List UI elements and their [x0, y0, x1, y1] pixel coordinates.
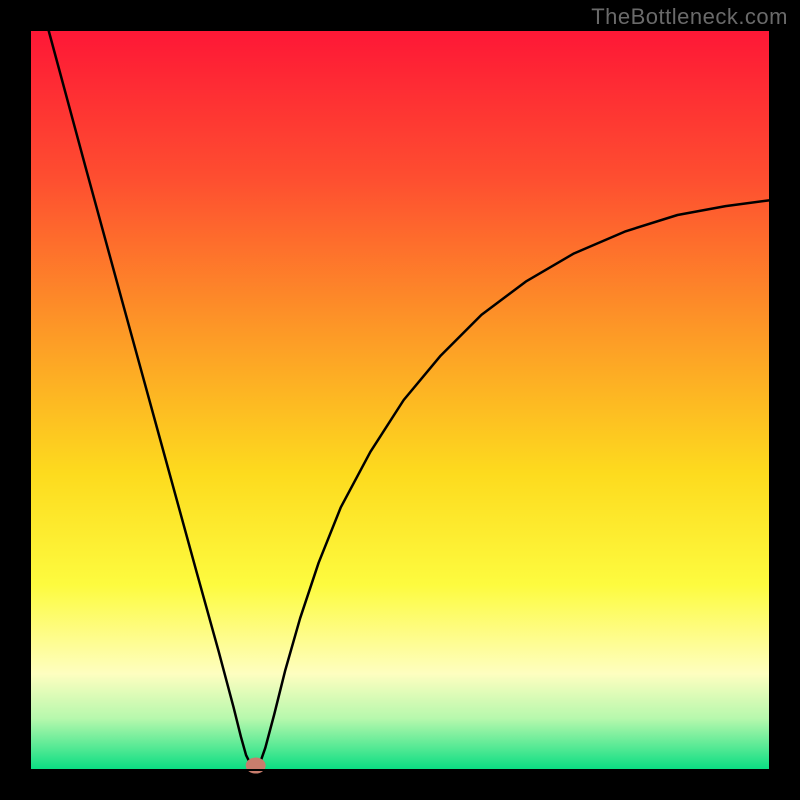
watermark-text: TheBottleneck.com — [591, 4, 788, 30]
chart-svg — [0, 0, 800, 800]
bottleneck-chart: TheBottleneck.com — [0, 0, 800, 800]
plot-background — [30, 30, 770, 770]
optimum-marker — [246, 758, 266, 774]
